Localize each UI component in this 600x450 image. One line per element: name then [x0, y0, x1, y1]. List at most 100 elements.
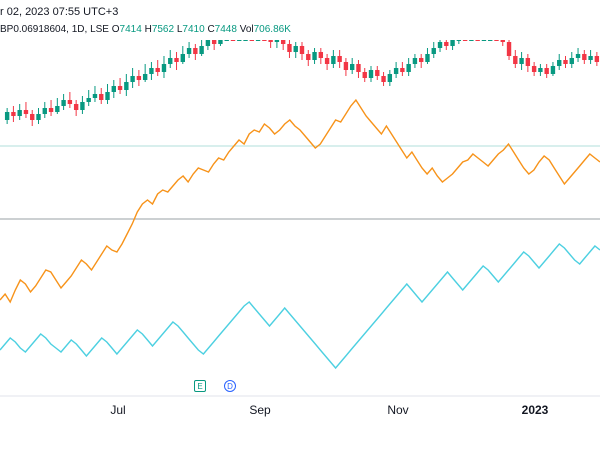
candle [531, 62, 537, 76]
candle [469, 40, 474, 41]
candle [73, 100, 79, 116]
candle [186, 42, 192, 58]
candle [400, 62, 405, 76]
candle [243, 40, 248, 41]
candle [30, 110, 35, 126]
candle [538, 64, 543, 76]
candle [136, 70, 142, 86]
candle [224, 40, 229, 41]
candle [268, 40, 273, 48]
high-label: H [144, 24, 152, 35]
candle [161, 56, 167, 78]
candle [481, 40, 487, 41]
low-value: 7410 [182, 24, 205, 35]
candle [444, 40, 449, 50]
low-label: L [176, 24, 183, 35]
candle [362, 68, 367, 82]
candle [525, 54, 531, 72]
candle [506, 40, 512, 60]
candle [569, 52, 574, 68]
candle [431, 42, 436, 58]
candle [306, 50, 311, 66]
orange-series-line [0, 98, 600, 304]
candle [23, 102, 29, 118]
candle [218, 40, 223, 46]
candle [412, 54, 418, 68]
candle [406, 58, 411, 76]
candle [255, 40, 261, 41]
candle [4, 108, 10, 124]
candle [488, 40, 493, 41]
close-label: C [207, 24, 215, 35]
earnings-event-icon[interactable]: E [194, 380, 206, 392]
x-tick-nov: Nov [387, 403, 409, 417]
candle [262, 40, 267, 41]
candle [494, 40, 499, 41]
candle [117, 78, 123, 94]
candle [17, 104, 22, 120]
candle [299, 42, 305, 60]
candle [48, 100, 54, 116]
candle [393, 62, 399, 78]
candle [61, 94, 66, 110]
candle [356, 60, 361, 78]
candle [99, 88, 104, 104]
vol-label: Vol [239, 24, 254, 35]
candle [130, 68, 135, 88]
candle [456, 40, 462, 44]
dividend-event-icon[interactable]: D [224, 380, 236, 392]
candle [588, 50, 593, 64]
candle [230, 40, 236, 41]
candle [42, 102, 47, 118]
candle [124, 74, 129, 96]
candle [550, 62, 556, 76]
candle [349, 58, 355, 74]
candle [149, 62, 154, 80]
candle [544, 64, 549, 78]
candle [563, 56, 568, 68]
candle [381, 72, 386, 86]
candle [318, 48, 324, 64]
candle [155, 60, 160, 76]
candle [193, 44, 198, 60]
candle [337, 50, 342, 68]
cyan-series-line [0, 243, 600, 370]
candle [437, 40, 443, 52]
candle [211, 40, 217, 50]
candle [425, 48, 430, 64]
candle [180, 46, 185, 64]
candle [80, 96, 85, 114]
candle [462, 40, 468, 41]
candle [582, 50, 587, 64]
candle [105, 84, 110, 104]
candle [174, 52, 179, 70]
candle [92, 86, 98, 102]
candle [237, 40, 242, 41]
candle [387, 70, 393, 86]
candle [67, 92, 73, 108]
candle [36, 108, 41, 124]
candle [324, 54, 330, 70]
candle [249, 40, 255, 41]
candle [557, 54, 562, 70]
candle [450, 40, 455, 50]
header-datetime: r 02, 2023 07:55 UTC+3 [0, 6, 119, 18]
candle [500, 40, 505, 46]
candle [475, 40, 480, 41]
candle [287, 40, 292, 58]
candle [55, 98, 60, 114]
candle [168, 50, 173, 68]
candle [419, 54, 424, 68]
candle [293, 42, 298, 58]
candle [205, 40, 211, 50]
high-value: 7562 [151, 24, 175, 35]
candle [594, 52, 600, 66]
close-value: 7448 [214, 24, 237, 35]
symbol-info: BP0.06918604, 1D, LSE [0, 24, 109, 35]
candle [575, 48, 581, 62]
candle [368, 66, 374, 82]
candle [312, 48, 317, 64]
x-tick-sep: Sep [249, 403, 271, 417]
